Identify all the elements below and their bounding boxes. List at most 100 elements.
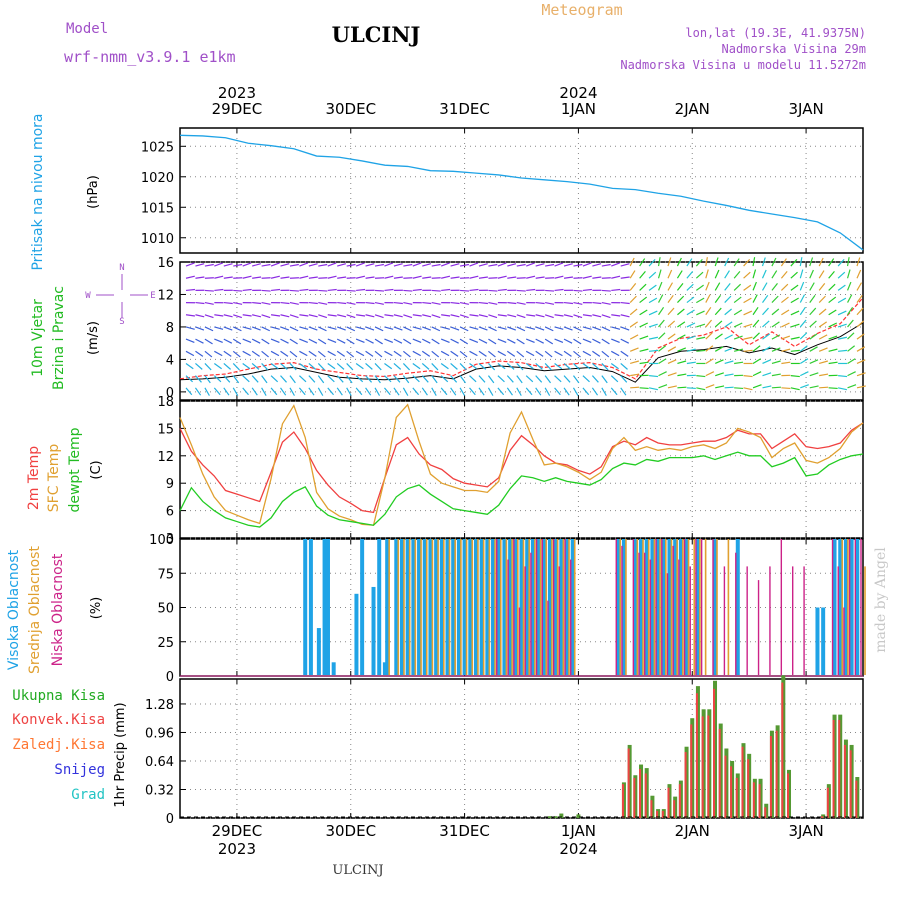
wind-arrow — [837, 323, 847, 328]
cloud-bar-high — [633, 539, 638, 675]
elevation-label: Nadmorska Visina 29m — [722, 42, 867, 56]
wind-arrow — [422, 326, 431, 331]
wind-arrow — [280, 363, 288, 370]
wind-arrow — [374, 363, 382, 371]
wind-arrow — [374, 263, 384, 267]
wind-arrow — [299, 288, 309, 292]
y-tick-label-pressure: 1010 — [141, 232, 174, 247]
wind-arrow — [223, 338, 233, 344]
cloud-bar-low — [535, 539, 538, 675]
wind-arrow — [658, 306, 665, 316]
wind-arrow — [582, 262, 592, 267]
wind-arrow — [714, 269, 720, 279]
cloud-bar-high — [496, 539, 501, 675]
wind-arrow — [582, 350, 592, 357]
wind-arrow — [620, 375, 628, 383]
wind-arrow — [686, 387, 696, 390]
y-tick-label-wind: 8 — [166, 321, 174, 336]
wind-arrow — [393, 363, 402, 370]
wind-arrow — [365, 387, 372, 396]
wind-arrow — [658, 371, 667, 377]
wind-arrow — [289, 314, 299, 319]
wind-arrow — [667, 333, 676, 340]
wind-arrow — [242, 350, 251, 357]
wind-arrow — [516, 289, 526, 292]
wind-arrow — [497, 362, 506, 370]
wind-arrow — [336, 350, 346, 357]
cloud-bar-mid — [568, 539, 570, 675]
wind-arrow — [582, 288, 592, 292]
wind-arrow — [752, 269, 757, 279]
precip-ylabel-frz: Zaledj.Kisa — [12, 737, 105, 753]
wind-arrow — [705, 332, 713, 340]
precip-bar-convective — [826, 787, 829, 818]
wind-arrow — [185, 362, 194, 370]
wind-arrow — [214, 326, 224, 330]
model-label: Model — [66, 21, 108, 37]
wind-arrow — [781, 322, 790, 328]
wind-arrow — [233, 301, 243, 305]
cloud-bar-mid — [704, 539, 707, 675]
wind-arrow — [374, 289, 385, 292]
wind-arrow — [440, 262, 450, 267]
wind-arrow — [355, 338, 365, 344]
cloud-bar-low — [513, 539, 515, 675]
day-label-top: 3JAN — [788, 100, 823, 118]
precip-ylabel-hail: Grad — [71, 787, 105, 803]
wind-arrow — [450, 350, 459, 357]
wind-arrow — [780, 283, 789, 291]
wind-arrow — [280, 387, 287, 396]
cloud-bar-high — [661, 539, 666, 675]
wind-arrow — [573, 363, 581, 371]
watermark: made by Angel — [873, 547, 889, 653]
wind-arrow — [761, 269, 767, 279]
wind-arrow — [648, 297, 658, 304]
wind-arrow — [261, 387, 267, 396]
cloud-bar-high — [565, 539, 570, 675]
wind-arrow — [384, 362, 393, 370]
model-name: wrf-nmm_v3.9.1 e1km — [64, 48, 236, 66]
wind-arrow — [251, 350, 260, 357]
wind-arrow — [384, 375, 392, 383]
wind-arrow — [563, 326, 573, 331]
cloud-bar-high — [468, 539, 473, 675]
wind-arrow — [251, 326, 261, 331]
precip-bar-convective — [656, 810, 659, 818]
wind-arrow — [459, 326, 469, 332]
wind-arrow — [346, 263, 356, 267]
wind-arrow — [837, 387, 848, 391]
wind-arrow — [223, 350, 232, 357]
temp-ylabel-sfc: SFC Temp — [46, 444, 62, 513]
wind-arrow — [478, 375, 486, 383]
temp-unit: (C) — [89, 460, 104, 479]
wind-arrow — [346, 363, 354, 371]
wind-arrow — [828, 361, 838, 365]
cloud-bar-low — [547, 600, 549, 675]
wind-arrow — [317, 387, 324, 396]
wind-arrow — [809, 294, 816, 303]
wind-arrow — [535, 350, 544, 357]
wind-arrow — [544, 350, 553, 358]
cloud-bar-high — [422, 539, 427, 675]
wind-arrow — [525, 387, 533, 396]
wind-arrow — [440, 362, 449, 370]
wind-arrow — [752, 358, 761, 364]
wind-arrow — [261, 263, 271, 267]
wind-arrow — [185, 288, 196, 292]
wind-arrow — [223, 387, 230, 396]
wind-arrow — [677, 360, 687, 365]
wind-arrow — [469, 362, 478, 370]
wind-arrow — [629, 295, 637, 304]
day-label-top: 29DEC — [212, 100, 263, 118]
wind-arrow — [459, 363, 467, 371]
wind-arrow — [195, 314, 205, 318]
cloud-bar-high — [491, 539, 496, 675]
wind-arrow — [497, 326, 507, 330]
wind-arrow — [488, 326, 497, 332]
cloud-bar-mid — [647, 539, 650, 675]
wind-arrow — [516, 301, 526, 305]
wind-arrow — [573, 301, 583, 305]
wind-arrow — [252, 314, 262, 318]
pressure-ylabel: Pritisak na nivou mora — [30, 113, 46, 270]
wind-arrow — [639, 258, 646, 267]
